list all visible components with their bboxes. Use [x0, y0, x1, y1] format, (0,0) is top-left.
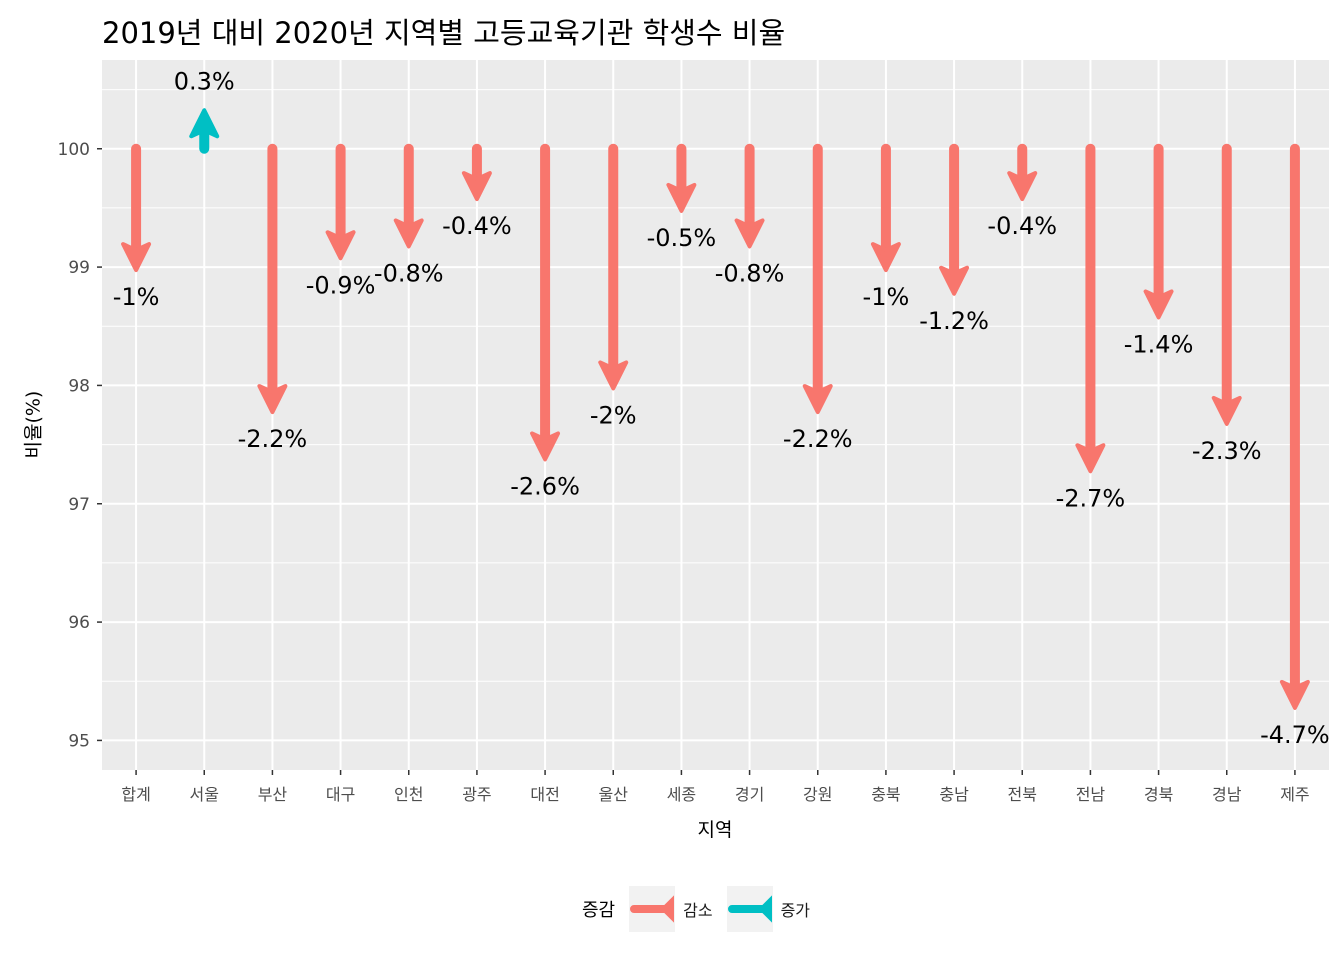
x-tick-label: 제주 [1280, 785, 1309, 804]
y-tick-label: 95 [68, 731, 90, 751]
arrow-head [530, 431, 561, 462]
arrow-경북 [1143, 143, 1174, 320]
data-label: -2.2% [783, 425, 853, 453]
x-axis: 합계 서울 부산 대구 인천 광주 대전 울산 세종 경기 강원 충북 충남 전북 전남 경북 경남 제주 [121, 770, 1310, 804]
y-axis-title: 비율(%) [22, 390, 45, 459]
data-label: -2.6% [510, 472, 580, 500]
data-label: -0.8% [715, 259, 785, 287]
data-label: -0.8% [374, 259, 444, 287]
data-label: -1.4% [1124, 330, 1194, 358]
x-tick-label: 전북 [1008, 785, 1037, 804]
arrow-울산 [598, 143, 629, 391]
arrow-합계 [121, 143, 152, 273]
arrow-head [121, 242, 152, 273]
arrow-head [461, 171, 492, 202]
data-label: -2.2% [238, 425, 308, 453]
data-label: -1.2% [919, 307, 989, 335]
arrow-head [666, 182, 697, 213]
legend-title: 증감 [582, 900, 616, 921]
arrow-series [121, 108, 1310, 710]
arrow-부산 [257, 143, 288, 415]
arrow-head [734, 218, 765, 249]
legend-key-increase [726, 886, 773, 932]
arrow-head [257, 384, 288, 415]
arrow-head [1007, 171, 1038, 202]
data-label: -0.4% [442, 212, 512, 240]
x-tick-label: 부산 [258, 785, 288, 804]
grid-lines [102, 60, 1329, 770]
x-tick-label: 울산 [599, 785, 629, 804]
arrow-경기 [734, 143, 765, 249]
x-tick-label: 대구 [326, 785, 355, 804]
data-label: -2.7% [1056, 484, 1126, 512]
data-label: -0.9% [306, 271, 376, 299]
arrow-head [393, 218, 424, 249]
arrow-대구 [325, 143, 356, 261]
legend: 증감 감소 증가 [582, 885, 824, 933]
x-tick-label: 합계 [121, 785, 150, 804]
arrow-제주 [1279, 143, 1310, 710]
chart-title: 2019년 대비 2020년 지역별 고등교육기관 학생수 비율 [102, 16, 786, 50]
plot-panel [102, 60, 1329, 770]
x-tick-label: 대전 [530, 785, 559, 804]
arrow-서울 [189, 108, 220, 154]
arrow-충남 [939, 143, 970, 296]
x-tick-label: 경남 [1212, 785, 1242, 804]
legend-label-decrease: 감소 [683, 901, 713, 920]
arrow-head [1075, 443, 1106, 474]
x-tick-label: 경북 [1144, 785, 1173, 804]
arrow-경남 [1211, 143, 1242, 426]
x-tick-label: 인천 [394, 785, 423, 804]
arrow-head [1279, 679, 1310, 710]
data-label: 0.3% [174, 67, 235, 95]
arrow-head [1143, 289, 1174, 320]
x-tick-label: 강원 [803, 785, 832, 804]
arrow-head [1211, 395, 1242, 426]
legend-key-decrease [629, 886, 676, 932]
data-label: -4.7% [1260, 721, 1330, 749]
arrow-head [325, 230, 356, 261]
x-tick-label: 광주 [462, 785, 491, 804]
data-label: -1% [863, 283, 910, 311]
arrow-인천 [393, 143, 424, 249]
data-label: -2.3% [1192, 437, 1262, 465]
x-tick-label: 서울 [190, 785, 219, 804]
y-tick-label: 100 [58, 140, 90, 160]
data-label: -2% [590, 401, 637, 429]
y-tick-label: 98 [68, 376, 90, 396]
x-tick-label: 전남 [1076, 785, 1106, 804]
y-axis: 95 96 97 98 99 100 [58, 140, 102, 751]
y-tick-label: 97 [68, 495, 90, 515]
y-tick-label: 96 [68, 613, 90, 633]
arrow-head [939, 265, 970, 296]
data-label: -0.4% [987, 212, 1057, 240]
data-label: -0.5% [647, 224, 717, 252]
arrow-강원 [802, 143, 833, 415]
x-tick-label: 경기 [735, 785, 764, 804]
arrow-광주 [461, 143, 492, 202]
x-tick-label: 충북 [871, 785, 900, 804]
y-tick-label: 99 [68, 258, 90, 278]
x-tick-label: 충남 [939, 785, 969, 804]
arrow-head [598, 360, 629, 391]
data-label: -1% [113, 283, 160, 311]
arrow-세종 [666, 143, 697, 213]
legend-label-increase: 증가 [780, 901, 811, 920]
arrow-충북 [870, 143, 901, 273]
x-tick-label: 세종 [667, 785, 696, 804]
arrow-대전 [530, 143, 561, 462]
arrow-전북 [1007, 143, 1038, 202]
x-axis-title: 지역 [697, 819, 733, 841]
arrow-head [189, 108, 220, 139]
arrow-head [870, 242, 901, 273]
data-labels: -1%0.3%-2.2%-0.9%-0.8%-0.4%-2.6%-2%-0.5%… [113, 67, 1330, 749]
arrow-전남 [1075, 143, 1106, 474]
arrow-head [802, 384, 833, 415]
